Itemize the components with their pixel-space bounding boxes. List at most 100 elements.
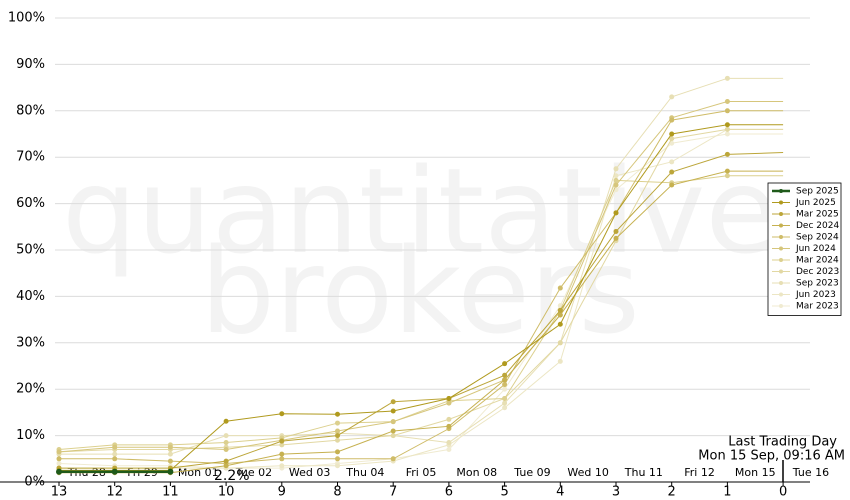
point	[502, 377, 508, 383]
x-tick-label: 2	[668, 485, 676, 500]
legend-marker	[779, 223, 783, 228]
annotation: Mon 15 Sep, 09:16 AM	[698, 449, 845, 464]
series-line	[59, 170, 784, 474]
date-label: Mon 08	[456, 466, 497, 479]
point	[669, 169, 675, 175]
point	[279, 411, 285, 417]
point	[557, 321, 563, 327]
x-tick-label: 10	[218, 485, 235, 500]
x-tick-label: 9	[278, 485, 286, 500]
point	[335, 449, 340, 455]
point	[446, 395, 452, 401]
legend-marker	[779, 258, 783, 262]
point	[446, 447, 452, 453]
point	[724, 108, 730, 114]
point	[669, 159, 675, 165]
legend-marker	[779, 304, 783, 308]
legend-label: Mar 2023	[796, 302, 839, 312]
point	[669, 94, 675, 100]
point	[557, 285, 563, 291]
point	[557, 312, 563, 318]
x-tick-label: 0	[779, 485, 787, 500]
y-tick-label: 60%	[16, 196, 45, 211]
point	[557, 307, 563, 313]
point	[223, 447, 229, 453]
point	[724, 173, 730, 179]
series-line	[58, 128, 784, 453]
date-label: Mon 01	[178, 466, 219, 479]
legend-marker	[779, 269, 783, 274]
point	[390, 456, 396, 462]
x-tick-label: 8	[333, 485, 341, 500]
date-label: Tue 09	[513, 466, 550, 479]
y-tick-label: 70%	[16, 150, 45, 165]
series-line	[58, 133, 784, 469]
point	[167, 458, 173, 464]
point	[223, 463, 229, 469]
x-tick-label: 12	[106, 485, 123, 500]
legend-marker	[779, 212, 783, 216]
point	[223, 458, 229, 464]
point	[390, 399, 396, 405]
date-label: Fri 05	[406, 466, 437, 479]
series-line	[59, 128, 784, 469]
legend-marker	[779, 189, 783, 193]
point	[335, 463, 340, 469]
legend-label: Jun 2024	[795, 244, 836, 254]
y-tick-label: 100%	[8, 11, 45, 26]
point	[669, 131, 675, 137]
legend-label: Sep 2025	[796, 187, 839, 197]
annotation: 2.2%	[214, 468, 250, 484]
point	[502, 400, 508, 406]
x-tick-label: 6	[445, 485, 453, 500]
x-tick-label: 3	[612, 485, 620, 500]
point	[223, 433, 229, 439]
point	[335, 433, 340, 439]
y-tick-label: 80%	[16, 103, 45, 118]
legend-marker	[779, 235, 783, 239]
series-line	[59, 152, 784, 469]
series-line	[58, 101, 784, 453]
point	[724, 126, 730, 132]
point	[724, 168, 730, 174]
point	[724, 131, 730, 137]
point	[446, 440, 452, 446]
point	[502, 386, 508, 392]
date-label: Mon 15	[735, 466, 776, 479]
x-tick-label: 7	[389, 485, 397, 500]
point	[167, 444, 173, 450]
point	[167, 451, 173, 457]
y-tick-label: 50%	[16, 243, 45, 258]
point	[446, 400, 452, 406]
point	[390, 428, 396, 434]
point	[669, 117, 675, 123]
date-label: Thu 04	[345, 466, 384, 479]
point	[279, 463, 285, 469]
point	[167, 468, 174, 475]
point	[502, 382, 508, 388]
legend-marker	[779, 281, 783, 285]
point	[613, 177, 619, 183]
point	[335, 428, 340, 434]
y-tick-label: 10%	[16, 428, 45, 443]
point	[335, 437, 340, 443]
point	[335, 411, 340, 417]
point	[724, 99, 730, 105]
legend-label: Jun 2023	[795, 290, 836, 300]
x-tick-label: 13	[51, 485, 68, 500]
legend-label: Jun 2025	[795, 198, 836, 208]
point	[724, 122, 730, 128]
y-tick-label: 30%	[16, 335, 45, 350]
point	[669, 136, 675, 142]
y-tick-label: 40%	[16, 289, 45, 304]
point	[613, 182, 619, 188]
point	[446, 416, 452, 422]
point	[111, 468, 118, 475]
point	[669, 182, 675, 188]
annotation: Last Trading Day	[728, 435, 837, 450]
legend-label: Mar 2025	[796, 210, 839, 220]
point	[223, 440, 229, 446]
date-label: Wed 03	[289, 466, 330, 479]
point	[390, 419, 396, 425]
point	[223, 418, 229, 424]
